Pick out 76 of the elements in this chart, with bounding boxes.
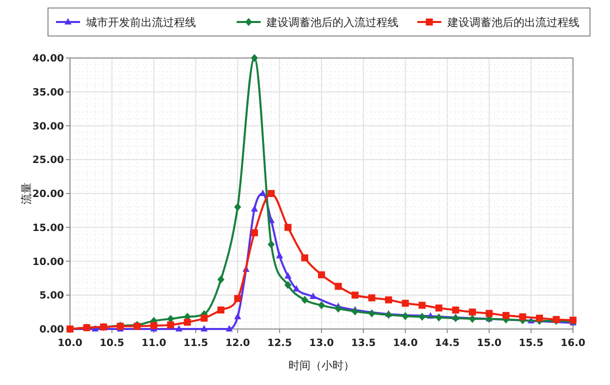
point: [352, 307, 359, 316]
legend-label: 城市开发前出流过程线: [85, 16, 196, 29]
point: [217, 306, 224, 314]
point: [259, 190, 266, 196]
y-tick-label: 0.00: [39, 324, 64, 336]
x-tick-label: 10.5: [100, 338, 124, 349]
y-tick-label: 10.00: [32, 256, 64, 268]
point: [368, 294, 376, 302]
point: [385, 296, 392, 304]
y-tick-label: 40.00: [32, 54, 64, 64]
point: [226, 325, 233, 332]
point: [435, 313, 442, 322]
point: [292, 285, 300, 292]
point: [352, 292, 359, 299]
point: [402, 300, 409, 307]
point: [452, 314, 460, 322]
point: [318, 271, 325, 278]
point: [250, 229, 258, 236]
point: [435, 304, 442, 312]
point: [250, 54, 258, 62]
point: [486, 310, 493, 317]
point: [200, 325, 208, 332]
point: [418, 312, 426, 321]
point: [452, 306, 460, 314]
x-tick-label: 13.0: [309, 338, 334, 349]
point: [519, 313, 526, 320]
y-tick-label: 15.00: [32, 222, 64, 234]
point: [234, 312, 242, 320]
point: [276, 252, 284, 258]
point: [468, 308, 476, 316]
point: [310, 292, 317, 299]
point: [268, 190, 275, 197]
x-tick-label: 14.5: [434, 338, 460, 349]
legend-label: 建设调蓄池后的入流过程线: [266, 16, 399, 29]
x-tick-label: 12.5: [267, 338, 292, 349]
y-tick-label: 5.00: [39, 290, 64, 302]
point: [184, 318, 191, 326]
point: [318, 301, 325, 310]
x-tick-label: 11.0: [141, 338, 166, 349]
x-tick-label: 10.0: [58, 338, 82, 349]
y-tick-label: 30.00: [32, 121, 64, 132]
point: [284, 224, 292, 231]
point: [301, 254, 308, 262]
x-tick-label: 13.5: [351, 338, 376, 349]
point: [234, 295, 242, 302]
x-tick-label: 16.0: [560, 338, 586, 349]
x-tick-label: 11.5: [183, 338, 208, 349]
point: [468, 314, 476, 323]
point: [418, 302, 426, 309]
point: [234, 203, 242, 212]
point: [402, 312, 409, 320]
point: [284, 280, 292, 289]
point: [334, 304, 342, 313]
point: [334, 282, 342, 290]
point: [502, 312, 510, 319]
point: [284, 272, 292, 279]
x-tick-label: 14.0: [392, 338, 418, 349]
point: [250, 205, 258, 212]
x-tick-label: 15.0: [476, 338, 502, 349]
y-tick-label: 35.00: [32, 87, 64, 98]
point: [268, 240, 275, 248]
point: [536, 314, 543, 322]
x-tick-label: 12.0: [225, 338, 250, 349]
point: [150, 322, 158, 330]
y-tick-label: 20.00: [32, 189, 64, 200]
y-tick-label: 25.00: [32, 155, 64, 166]
x-axis-title: 时间（小时）: [288, 359, 354, 372]
y-axis-title: 流量: [20, 182, 33, 204]
point: [368, 309, 376, 318]
point: [175, 325, 182, 332]
point: [301, 296, 308, 304]
point: [167, 321, 174, 328]
x-tick-label: 15.5: [518, 338, 544, 349]
point: [217, 276, 224, 284]
legend-label: 建设调蓄池后的出流过程线: [446, 16, 580, 29]
point: [200, 314, 208, 322]
